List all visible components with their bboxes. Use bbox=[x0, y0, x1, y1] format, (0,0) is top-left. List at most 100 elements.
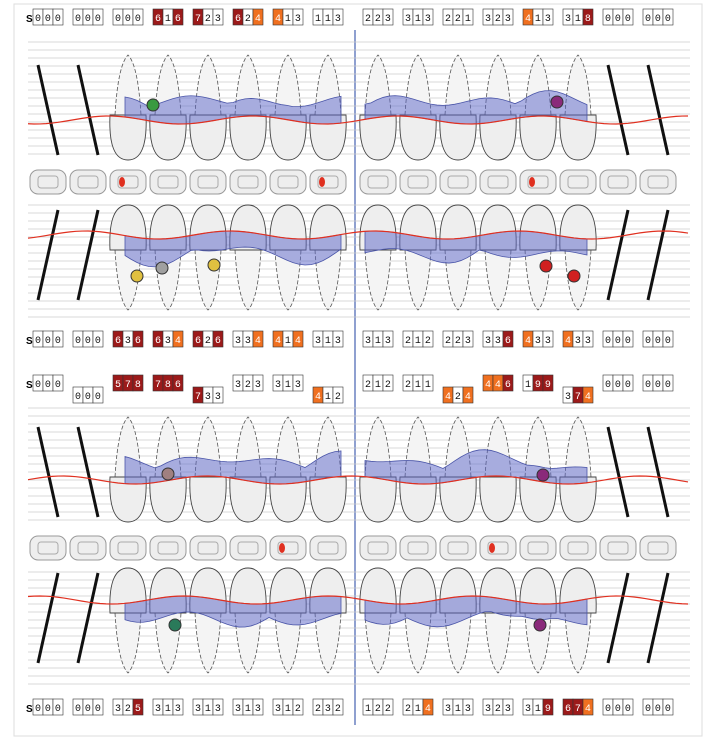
depth-values: 424 bbox=[445, 392, 475, 403]
gum-line bbox=[27, 595, 689, 605]
depth-box bbox=[582, 8, 594, 26]
depth-box bbox=[422, 698, 434, 716]
gum-line bbox=[27, 115, 689, 125]
depth-values: 313 bbox=[235, 704, 265, 715]
depth-values: 000 bbox=[605, 336, 635, 347]
missing-tooth bbox=[76, 572, 100, 664]
depth-box bbox=[582, 698, 594, 716]
depth-values: 413 bbox=[275, 14, 305, 25]
depth-box bbox=[502, 698, 514, 716]
depth-values: 000 bbox=[35, 380, 65, 391]
occlusal-icon bbox=[639, 169, 677, 195]
tooth-root bbox=[404, 612, 432, 674]
furcation-mark bbox=[529, 177, 535, 187]
occlusal-inner bbox=[647, 175, 669, 189]
occlusal-icon bbox=[599, 535, 637, 561]
tooth-root bbox=[274, 249, 302, 311]
occlusal-inner bbox=[567, 175, 589, 189]
depth-box bbox=[252, 8, 264, 26]
missing-tooth bbox=[606, 209, 630, 301]
occlusal-icon bbox=[639, 535, 677, 561]
depth-box bbox=[252, 330, 264, 348]
row-label: ST bbox=[26, 336, 39, 347]
marker bbox=[161, 467, 175, 481]
row-label: ST bbox=[26, 380, 39, 391]
marker bbox=[539, 259, 553, 273]
depth-box bbox=[292, 374, 304, 392]
tooth-root bbox=[404, 249, 432, 311]
occlusal-icon bbox=[359, 169, 397, 195]
missing-tooth bbox=[606, 64, 630, 156]
occlusal-inner bbox=[277, 541, 299, 555]
depth-box bbox=[332, 386, 344, 404]
missing-tooth bbox=[606, 572, 630, 664]
missing-tooth bbox=[646, 572, 670, 664]
depth-box bbox=[212, 330, 224, 348]
depth-values: 319 bbox=[525, 704, 555, 715]
marker bbox=[533, 618, 547, 632]
depth-box bbox=[132, 330, 144, 348]
depth-values: 223 bbox=[445, 336, 475, 347]
occlusal-inner bbox=[77, 541, 99, 555]
depth-box bbox=[422, 8, 434, 26]
missing-tooth bbox=[36, 572, 60, 664]
depth-values: 122 bbox=[365, 704, 395, 715]
tooth-root bbox=[364, 249, 392, 311]
depth-values: 113 bbox=[315, 14, 345, 25]
tooth-crown bbox=[109, 476, 147, 523]
depth-values: 636 bbox=[115, 336, 145, 347]
depth-box bbox=[422, 330, 434, 348]
occlusal-inner bbox=[317, 541, 339, 555]
occlusal-inner bbox=[527, 175, 549, 189]
tooth-crown bbox=[439, 114, 477, 161]
marker bbox=[130, 269, 144, 283]
marker bbox=[207, 258, 221, 272]
occlusal-icon bbox=[439, 169, 477, 195]
depth-values: 634 bbox=[155, 336, 185, 347]
depth-values: 221 bbox=[445, 14, 475, 25]
occlusal-inner bbox=[157, 175, 179, 189]
tooth-crown bbox=[439, 476, 477, 523]
tooth-root bbox=[484, 249, 512, 311]
occlusal-inner bbox=[527, 541, 549, 555]
occlusal-icon bbox=[189, 535, 227, 561]
occlusal-icon bbox=[479, 169, 517, 195]
gum-line bbox=[27, 475, 689, 485]
depth-box bbox=[332, 330, 344, 348]
depth-values: 312 bbox=[275, 704, 305, 715]
occlusal-icon bbox=[559, 535, 597, 561]
occlusal-icon bbox=[309, 535, 347, 561]
depth-values: 313 bbox=[315, 336, 345, 347]
missing-tooth bbox=[36, 209, 60, 301]
occlusal-icon bbox=[109, 169, 147, 195]
depth-values: 318 bbox=[565, 14, 595, 25]
occlusal-icon bbox=[269, 169, 307, 195]
depth-values: 000 bbox=[605, 380, 635, 391]
tooth-root bbox=[274, 54, 302, 116]
depth-box bbox=[252, 698, 264, 716]
depth-values: 626 bbox=[195, 336, 225, 347]
depth-values: 223 bbox=[365, 14, 395, 25]
occlusal-inner bbox=[607, 175, 629, 189]
furcation-mark bbox=[489, 543, 495, 553]
tooth-crown bbox=[519, 567, 557, 614]
tooth-crown bbox=[229, 476, 267, 523]
occlusal-icon bbox=[69, 169, 107, 195]
depth-box bbox=[622, 8, 634, 26]
depth-box bbox=[292, 330, 304, 348]
depth-box bbox=[212, 386, 224, 404]
depth-values: 199 bbox=[525, 380, 555, 391]
depth-values: 374 bbox=[565, 392, 595, 403]
occlusal-inner bbox=[157, 541, 179, 555]
depth-box bbox=[542, 374, 554, 392]
occlusal-inner bbox=[237, 175, 259, 189]
furcation-mark bbox=[279, 543, 285, 553]
occlusal-icon bbox=[189, 169, 227, 195]
depth-box bbox=[132, 8, 144, 26]
tooth-root bbox=[564, 416, 592, 478]
tooth-crown bbox=[479, 476, 517, 523]
depth-box bbox=[462, 698, 474, 716]
tooth-crown bbox=[309, 114, 347, 161]
depth-box bbox=[542, 698, 554, 716]
occlusal-icon bbox=[359, 535, 397, 561]
